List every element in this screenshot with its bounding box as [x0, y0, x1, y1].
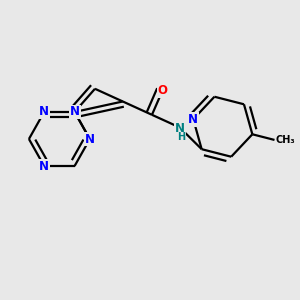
Text: N: N [85, 133, 95, 146]
Text: N: N [70, 106, 80, 118]
Text: CH₃: CH₃ [276, 135, 296, 145]
Text: N: N [188, 113, 198, 126]
Text: N: N [39, 160, 49, 172]
Text: N: N [175, 122, 185, 136]
Text: N: N [39, 106, 49, 118]
Text: H: H [177, 132, 185, 142]
Text: O: O [158, 84, 167, 97]
